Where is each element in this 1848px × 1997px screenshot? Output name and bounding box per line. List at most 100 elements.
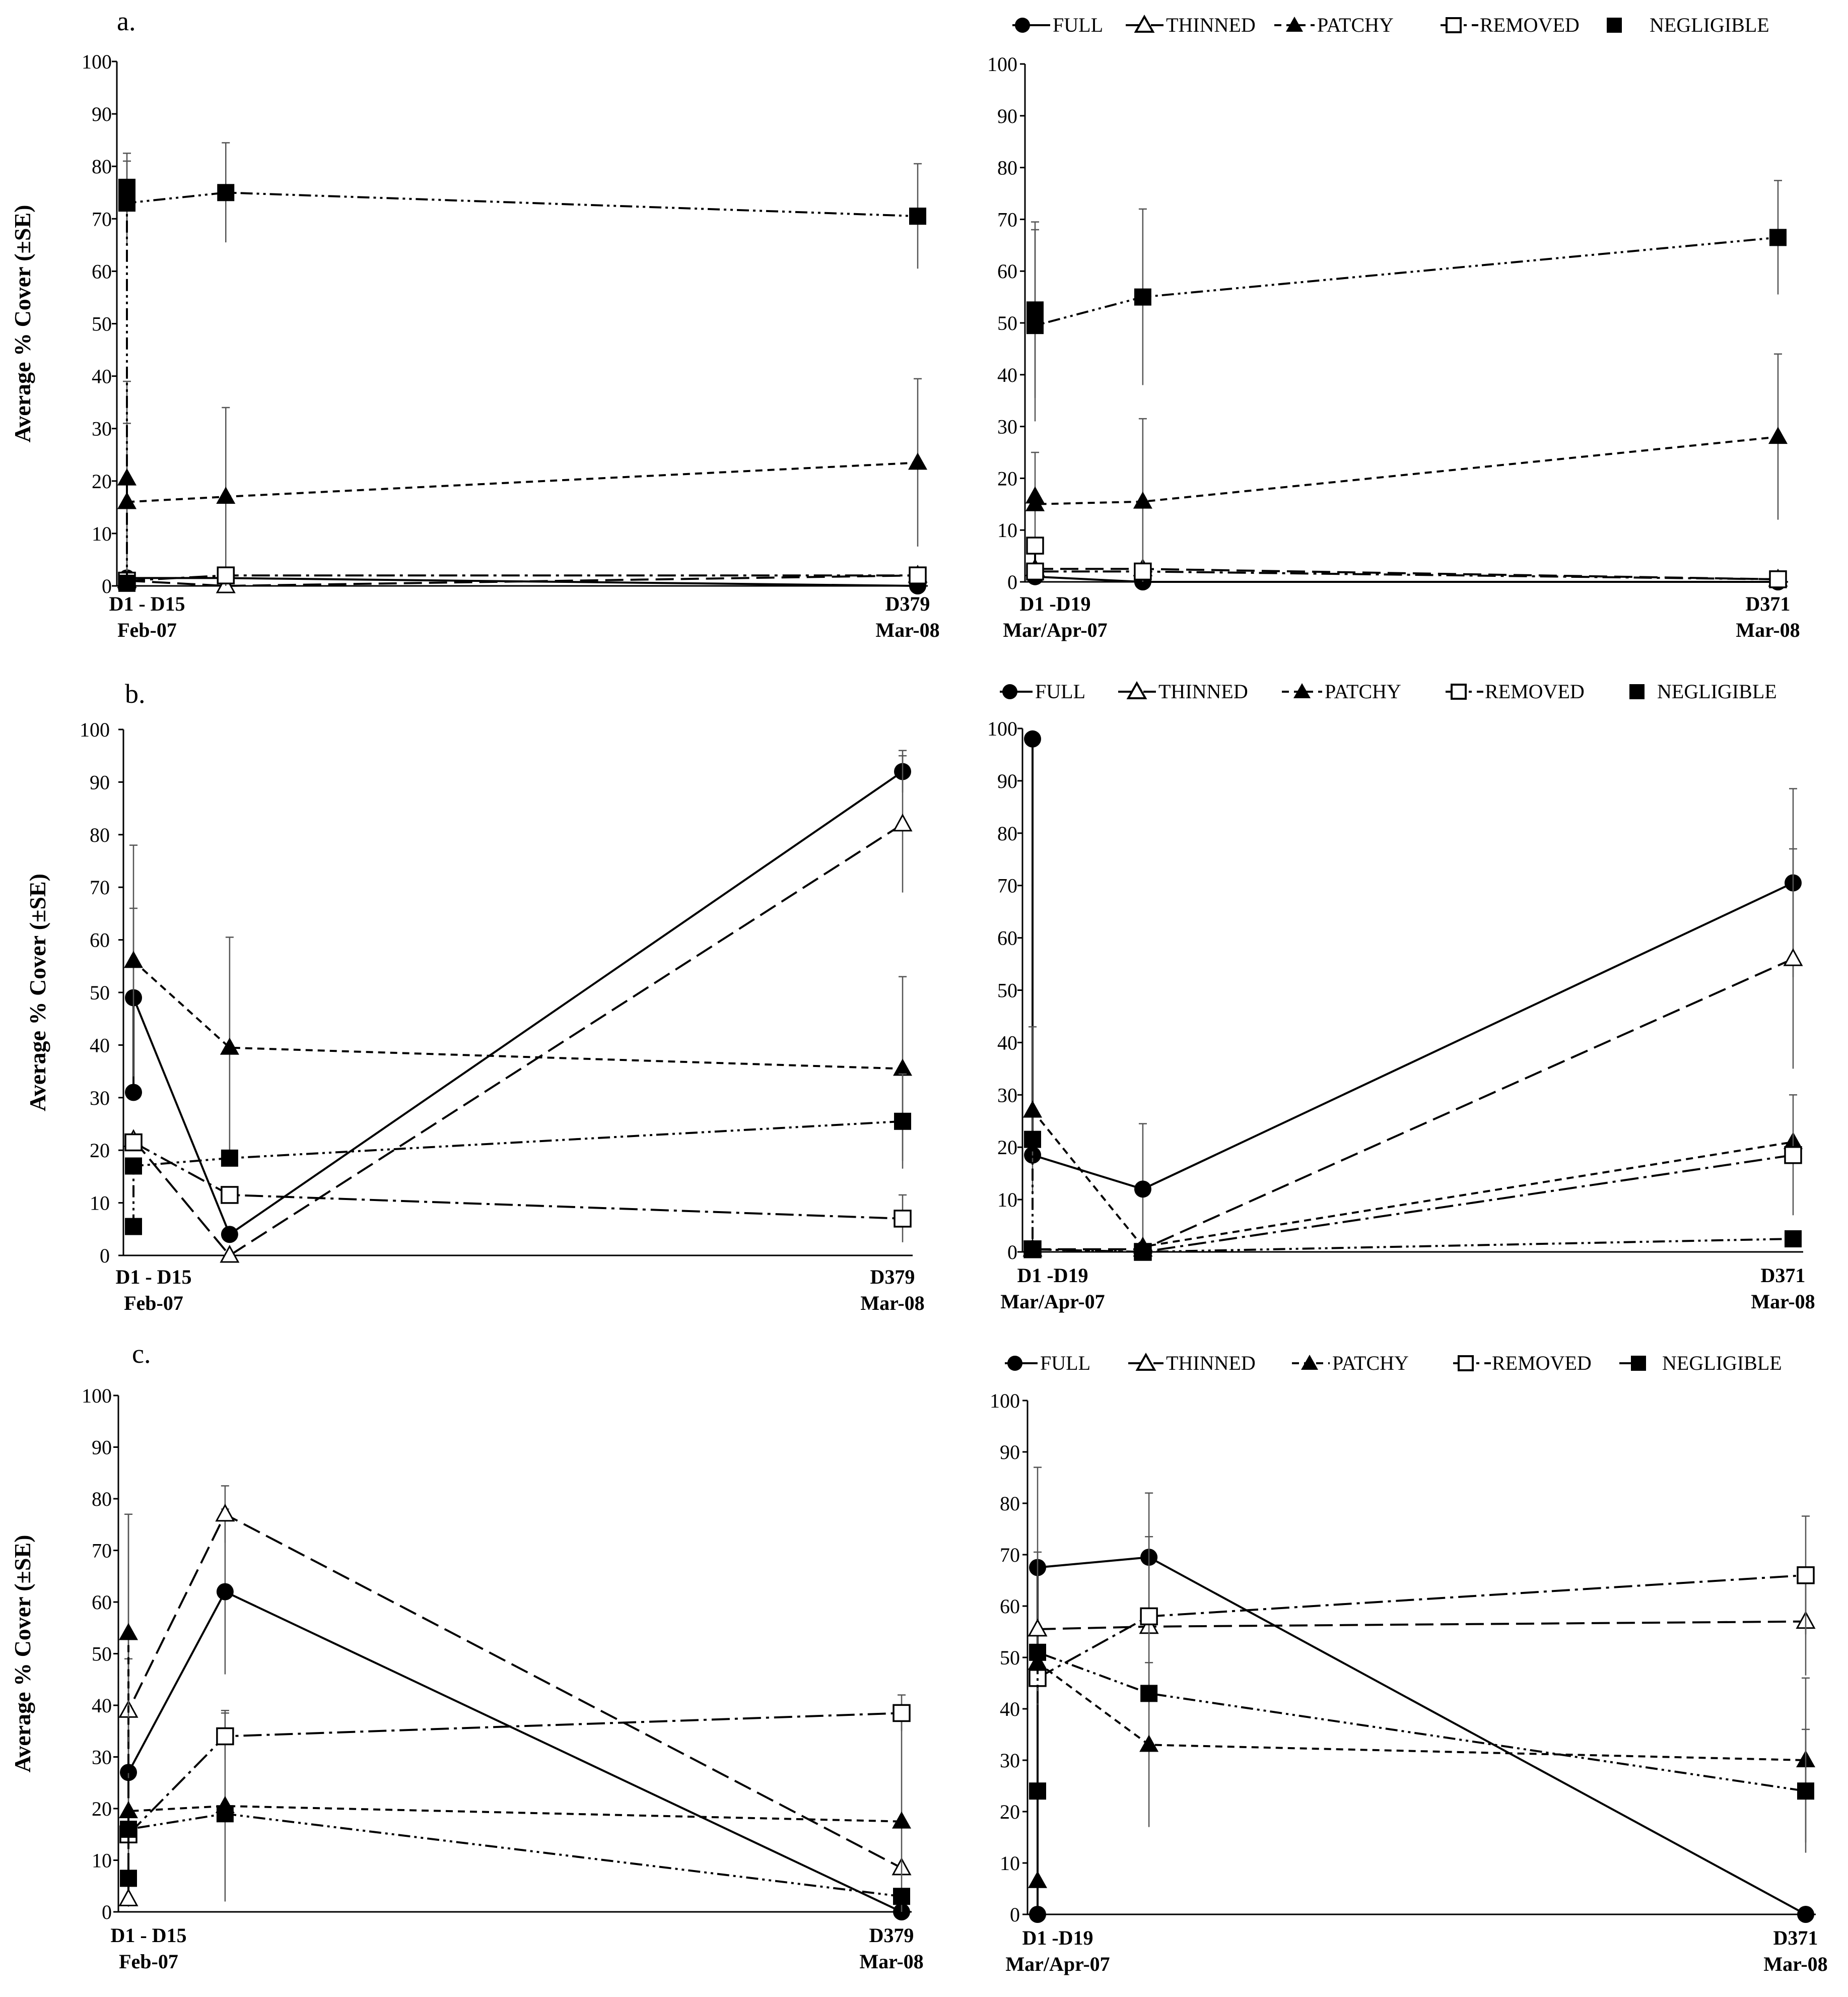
x-tick-label: D379 [869, 1924, 914, 1947]
series-negligible [125, 1073, 911, 1235]
removed-marker-icon [1451, 684, 1467, 700]
data-point-thinned [220, 1244, 240, 1263]
data-point-removed [909, 566, 927, 584]
y-tick-label: 90 [92, 1436, 112, 1459]
data-point-patchy [1028, 1652, 1047, 1670]
legend-label-full: FULL [1035, 680, 1085, 703]
series-line [127, 1590, 902, 1913]
legend-entry-patchy: PATCHY [1292, 1352, 1409, 1374]
series-negligible [1024, 1130, 1802, 1260]
y-tick-label: 80 [90, 824, 110, 846]
x-tick-sublabel: Feb-07 [117, 619, 177, 641]
data-point-removed [1134, 562, 1152, 581]
y-tick-label: 30 [997, 416, 1017, 438]
y-tick-label: 20 [997, 1136, 1017, 1159]
y-tick-label: 40 [997, 364, 1017, 386]
series-thinned [118, 1485, 912, 1907]
series-line [126, 187, 918, 583]
legend-label-thinned: THINNED [1158, 680, 1248, 703]
x-tick-sublabel: Mar/Apr-07 [1003, 619, 1107, 641]
y-tick-label: 90 [90, 771, 110, 793]
y-tick-label: 0 [102, 575, 112, 597]
x-tick-sublabel: Mar-08 [1751, 1290, 1815, 1313]
data-point-thinned [118, 1888, 139, 1906]
y-axis-label: Average % Cover (±SE) [10, 205, 35, 443]
legend-label-patchy: PATCHY [1332, 1352, 1409, 1374]
x-tick-label: D371 [1773, 1926, 1818, 1949]
series-negligible [1026, 180, 1787, 422]
y-tick-label: 50 [90, 981, 110, 1004]
legend-b: FULL THINNED PATCHY REMOVED NEGLIGIBLE [1000, 680, 1777, 703]
y-tick-label: 80 [92, 1488, 112, 1510]
data-point-negligible [1024, 1240, 1041, 1258]
data-point-negligible [125, 1157, 142, 1175]
y-axis-label: Average % Cover (±SE) [25, 874, 50, 1111]
legend-entry-thinned: THINNED [1126, 14, 1256, 36]
x-tick-sublabel: Mar-08 [875, 619, 939, 641]
y-tick-label: 60 [997, 260, 1017, 283]
legend-entry-thinned: THINNED [1128, 1352, 1256, 1374]
y-tick-label: 0 [102, 1901, 112, 1923]
data-point-negligible [893, 1888, 910, 1905]
data-point-negligible [216, 1805, 234, 1823]
data-point-patchy [119, 1623, 138, 1640]
legend-label-thinned: THINNED [1166, 1352, 1256, 1374]
panel-label-b: b. [125, 679, 146, 709]
data-point-negligible [1029, 1782, 1046, 1800]
data-point-negligible [1797, 1782, 1814, 1800]
series-line [127, 1513, 902, 1899]
series-line [127, 1633, 902, 1823]
data-point-patchy [908, 452, 927, 470]
data-point-thinned [893, 813, 913, 832]
x-tick-sublabel: Mar-08 [859, 1950, 923, 1973]
data-point-full [1029, 1906, 1046, 1923]
full-marker-icon [1002, 684, 1017, 699]
series-full [125, 750, 911, 1243]
data-point-patchy [216, 487, 236, 504]
data-point-patchy [124, 951, 143, 968]
legend-a: FULL THINNED PATCHY REMOVED NEGLIGIBLE [1012, 14, 1769, 36]
chart-c-left: 0 10 20 30 40 50 60 70 80 90 100 Average % Cover (±… [10, 1384, 924, 1973]
legend-entry-full: FULL [1000, 680, 1085, 703]
data-point-patchy [117, 468, 136, 486]
y-tick-label: 20 [92, 1798, 112, 1820]
y-tick-label: 50 [92, 1643, 112, 1666]
legend-label-full: FULL [1040, 1352, 1090, 1374]
y-tick-label: 10 [997, 519, 1017, 542]
data-point-negligible [221, 1149, 238, 1167]
y-tick-label: 0 [100, 1244, 110, 1267]
y-tick-label: 10 [92, 1849, 112, 1872]
series-removed [1023, 1094, 1802, 1261]
series-line [1034, 546, 1778, 580]
data-point-patchy [1028, 1871, 1047, 1888]
y-tick-label: 0 [1007, 571, 1017, 593]
legend-entry-removed: REMOVED [1446, 680, 1585, 703]
data-point-negligible [118, 194, 135, 212]
panel-label-a: a. [117, 6, 135, 36]
data-point-removed [1026, 562, 1044, 581]
series-patchy [117, 378, 927, 586]
data-point-removed [1797, 1566, 1815, 1584]
series-line [127, 1813, 902, 1898]
series-line [133, 1141, 903, 1220]
y-tick-label: 80 [997, 157, 1017, 179]
legend-entry-negligible: NEGLIGIBLE [1619, 1352, 1782, 1374]
legend-label-removed: REMOVED [1480, 14, 1580, 36]
data-point-thinned [1028, 1618, 1048, 1637]
y-tick-label: 90 [92, 103, 112, 125]
patchy-marker-icon [1293, 683, 1311, 698]
series-full [120, 1508, 910, 1920]
y-tick-label: 100 [82, 1384, 112, 1407]
y-tick-label: 100 [990, 1389, 1020, 1412]
data-point-patchy [1768, 427, 1788, 444]
series-line [126, 574, 918, 587]
series-line [1034, 236, 1778, 327]
y-tick-label: 50 [92, 313, 112, 336]
y-tick-label: 100 [80, 718, 110, 741]
y-tick-label: 60 [90, 929, 110, 952]
data-point-removed [1026, 537, 1044, 555]
y-tick-label: 20 [997, 467, 1017, 490]
y-tick-label: 30 [90, 1087, 110, 1109]
x-tick-label: D371 [1761, 1264, 1806, 1287]
legend-entry-patchy: PATCHY [1282, 680, 1401, 703]
